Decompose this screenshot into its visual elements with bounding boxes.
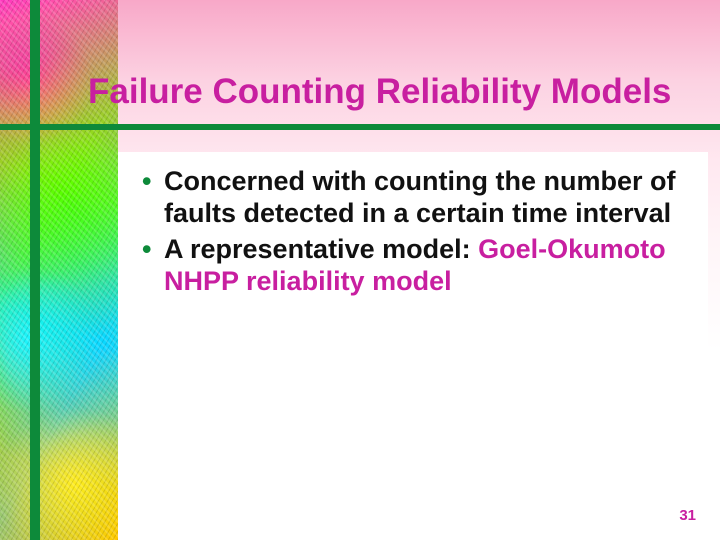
- bullet-text: A representative model:: [164, 234, 478, 264]
- page-title: Failure Counting Reliability Models: [88, 72, 671, 112]
- page-number: 31: [679, 507, 696, 524]
- horizontal-green-stripe: [0, 124, 720, 130]
- bullet-text: Concerned with counting the number of fa…: [164, 166, 675, 228]
- vertical-green-stripe: [30, 0, 40, 540]
- content-box: Concerned with counting the number of fa…: [118, 152, 708, 482]
- bullet-list: Concerned with counting the number of fa…: [136, 166, 686, 297]
- list-item: A representative model: Goel-Okumoto NHP…: [136, 234, 686, 298]
- slide: Failure Counting Reliability Models Conc…: [0, 0, 720, 540]
- list-item: Concerned with counting the number of fa…: [136, 166, 686, 230]
